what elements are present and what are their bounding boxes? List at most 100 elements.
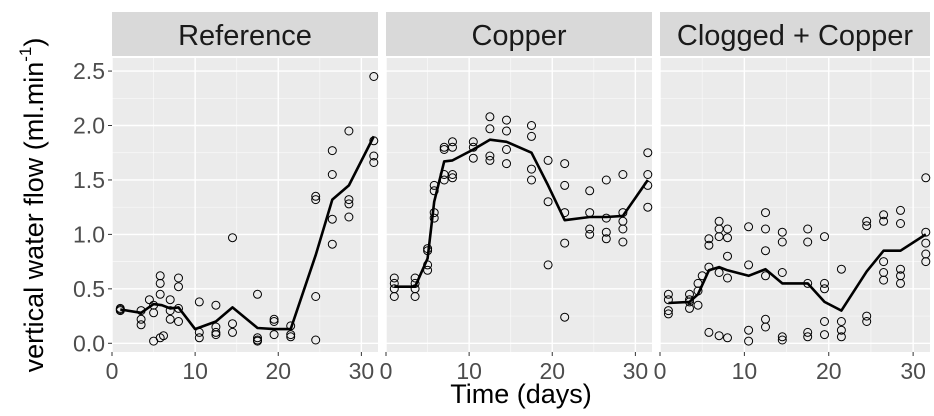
data-point	[174, 282, 183, 292]
data-point	[643, 170, 653, 179]
facet-panel-2: Copper 0 10 20 30	[380, 12, 653, 384]
data-point	[803, 237, 813, 247]
data-point	[836, 264, 846, 274]
data-point	[327, 170, 337, 179]
data-point	[468, 153, 478, 163]
x-tick-label: 30	[623, 358, 649, 384]
data-point	[369, 72, 379, 81]
panel-background	[112, 58, 378, 352]
data-point	[862, 311, 872, 321]
data-point	[527, 131, 536, 141]
data-point	[921, 257, 931, 267]
facet-title: Copper	[471, 20, 566, 52]
data-point	[136, 314, 146, 324]
data-point	[921, 238, 931, 248]
data-point	[211, 330, 221, 340]
data-point	[410, 292, 420, 301]
data-point	[311, 292, 321, 301]
data-point	[585, 224, 595, 234]
data-point	[585, 229, 595, 239]
data-point	[643, 148, 653, 158]
data-point	[560, 312, 570, 322]
x-tick-label: 0	[654, 358, 667, 384]
data-point	[820, 232, 829, 242]
data-point	[704, 327, 714, 337]
data-point	[777, 268, 787, 277]
data-point	[560, 159, 570, 169]
x-tick-label: 20	[816, 358, 842, 384]
data-point	[643, 180, 653, 190]
data-point	[723, 333, 732, 343]
data-point	[777, 332, 787, 342]
data-point	[744, 336, 754, 346]
data-point	[502, 159, 511, 169]
y-tick-label: 2.5	[73, 58, 105, 84]
data-point	[423, 260, 433, 270]
data-point	[269, 314, 279, 324]
data-point	[423, 244, 433, 254]
data-point	[693, 286, 703, 296]
data-point	[253, 289, 262, 299]
data-point	[311, 195, 321, 205]
data-point	[165, 306, 175, 316]
data-point	[136, 306, 146, 316]
data-point	[194, 297, 204, 307]
facet-panel-3: Clogged + Copper 0 10 20 30	[654, 12, 931, 384]
facet-panel-1: Reference 0 10 20 30 0.0 0.5 1.0 1.5 2.0 2.5	[73, 12, 379, 384]
data-point	[369, 136, 379, 146]
data-point	[369, 151, 379, 161]
data-point	[389, 278, 399, 288]
data-point	[502, 126, 511, 136]
data-point	[429, 213, 439, 223]
data-point	[448, 142, 457, 152]
y-axis-label: vertical water flow (ml.min-1)	[16, 38, 49, 373]
data-point	[601, 175, 611, 185]
y-axis-label-superscript: -1	[16, 47, 35, 62]
data-point	[777, 237, 787, 247]
data-point	[761, 208, 770, 218]
data-point	[468, 142, 478, 152]
data-point	[803, 332, 813, 342]
data-point	[344, 199, 354, 209]
x-tick-label: 20	[265, 358, 291, 384]
data-point	[485, 112, 495, 122]
facet-strip	[386, 12, 652, 56]
data-point	[879, 257, 889, 267]
data-point	[269, 330, 279, 340]
y-tick-label: 2.0	[73, 113, 105, 139]
data-point	[921, 173, 931, 183]
trend-line	[668, 233, 927, 312]
data-point	[269, 317, 279, 326]
data-point	[585, 208, 595, 218]
data-point	[896, 205, 905, 215]
data-point	[714, 331, 724, 341]
data-point	[704, 262, 714, 272]
data-point	[862, 216, 872, 226]
data-point	[228, 319, 237, 329]
data-point	[921, 227, 931, 237]
data-point	[744, 325, 754, 335]
data-point	[468, 137, 478, 147]
data-point	[286, 321, 296, 331]
data-point	[136, 320, 146, 330]
data-point	[862, 317, 872, 326]
data-point	[896, 264, 905, 274]
data-point	[194, 327, 204, 337]
data-point	[761, 271, 770, 281]
data-point	[311, 335, 321, 345]
data-point	[228, 327, 237, 337]
data-point	[744, 260, 754, 270]
data-point	[228, 233, 237, 243]
data-point	[560, 238, 570, 248]
data-point	[389, 273, 399, 283]
data-point	[836, 317, 846, 326]
data-point	[601, 227, 611, 237]
x-axis-label: Time (days)	[450, 379, 592, 409]
data-point	[723, 224, 732, 234]
data-point	[115, 305, 125, 314]
data-point	[502, 145, 511, 154]
data-point	[803, 278, 813, 288]
x-tick-label: 30	[900, 358, 926, 384]
